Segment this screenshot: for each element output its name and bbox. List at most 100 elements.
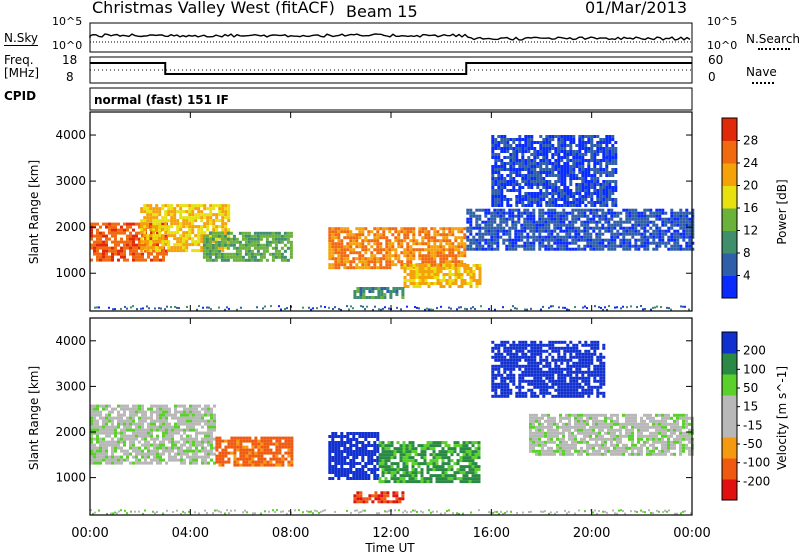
heatmap-cell bbox=[679, 247, 683, 251]
heatmap-cell bbox=[456, 462, 460, 466]
heatmap-cell bbox=[548, 135, 552, 138]
heatmap-cell bbox=[565, 238, 569, 242]
heatmap-cell bbox=[155, 207, 159, 211]
heatmap-cell bbox=[340, 432, 344, 435]
heatmap-cell bbox=[358, 435, 362, 438]
heatmap-cell bbox=[625, 208, 629, 212]
heatmap-cell bbox=[599, 192, 603, 195]
heatmap-cell bbox=[135, 449, 138, 453]
heatmap-cell bbox=[566, 198, 570, 201]
heatmap-cell bbox=[278, 448, 282, 452]
heatmap-cell bbox=[361, 263, 365, 267]
heatmap-cell bbox=[358, 432, 362, 435]
heatmap-cell bbox=[427, 264, 431, 267]
heatmap-cell bbox=[559, 229, 563, 233]
heatmap-cell bbox=[346, 477, 350, 480]
heatmap-cell bbox=[239, 463, 243, 467]
heatmap-cell bbox=[120, 437, 123, 441]
heatmap-cell bbox=[146, 222, 150, 226]
heatmap-cell bbox=[614, 198, 618, 201]
heatmap-cell bbox=[162, 255, 165, 259]
heatmap-cell bbox=[599, 165, 603, 168]
heatmap-cell bbox=[544, 434, 547, 438]
heatmap-cell bbox=[126, 225, 129, 229]
ground-scatter-cell bbox=[176, 306, 178, 309]
heatmap-cell bbox=[265, 258, 269, 262]
heatmap-cell bbox=[523, 247, 527, 251]
heatmap-cell bbox=[500, 147, 504, 150]
heatmap-cell bbox=[182, 231, 186, 235]
ground-scatter-cell bbox=[568, 308, 570, 311]
heatmap-cell bbox=[601, 223, 605, 227]
heatmap-cell bbox=[493, 226, 497, 230]
heatmap-cell bbox=[527, 168, 531, 171]
heatmap-cell bbox=[560, 168, 564, 171]
heatmap-cell bbox=[515, 183, 519, 186]
heatmap-cell bbox=[343, 236, 347, 240]
heatmap-cell bbox=[532, 238, 536, 242]
heatmap-cell bbox=[613, 223, 617, 227]
heatmap-cell bbox=[584, 168, 588, 171]
heatmap-cell bbox=[337, 468, 341, 471]
heatmap-cell bbox=[224, 222, 228, 226]
heatmap-cell bbox=[509, 147, 513, 150]
heatmap-cell bbox=[497, 177, 501, 180]
heatmap-cell bbox=[572, 159, 576, 162]
heatmap-cell bbox=[99, 425, 102, 429]
heatmap-cell bbox=[412, 251, 416, 255]
heatmap-cell bbox=[132, 258, 135, 262]
heatmap-cell bbox=[503, 180, 507, 183]
heatmap-cell bbox=[572, 153, 576, 156]
heatmap-cell bbox=[670, 244, 674, 248]
heatmap-cell bbox=[376, 266, 380, 270]
heatmap-cell bbox=[242, 454, 246, 458]
heatmap-cell bbox=[667, 247, 671, 251]
heatmap-cell bbox=[191, 204, 195, 208]
heatmap-cell bbox=[135, 234, 138, 238]
heatmap-cell bbox=[96, 446, 99, 450]
heatmap-cell bbox=[602, 198, 606, 201]
heatmap-cell bbox=[221, 451, 225, 455]
heatmap-cell bbox=[616, 235, 620, 239]
heatmap-cell bbox=[242, 445, 246, 449]
heatmap-cell bbox=[287, 439, 291, 443]
heatmap-cell bbox=[340, 245, 344, 249]
heatmap-cell bbox=[236, 436, 240, 440]
heatmap-cell bbox=[242, 436, 246, 440]
heatmap-cell bbox=[179, 249, 183, 253]
heatmap-cell bbox=[117, 446, 120, 450]
heatmap-cell bbox=[562, 235, 566, 239]
heatmap-cell bbox=[358, 233, 362, 237]
ground-scatter-cell bbox=[224, 308, 226, 311]
heatmap-cell bbox=[215, 436, 219, 440]
heatmap-cell bbox=[581, 168, 585, 171]
heatmap-cell bbox=[274, 234, 278, 238]
heatmap-cell bbox=[631, 223, 635, 227]
ground-scatter-cell bbox=[598, 306, 600, 309]
heatmap-cell bbox=[180, 452, 183, 456]
heatmap-cell bbox=[377, 296, 381, 299]
heatmap-cell bbox=[284, 457, 288, 461]
heatmap-cell bbox=[574, 232, 578, 236]
heatmap-cell bbox=[215, 454, 219, 458]
heatmap-cell bbox=[423, 444, 427, 448]
heatmap-cell bbox=[475, 238, 479, 242]
heatmap-cell bbox=[114, 246, 117, 250]
heatmap-cell bbox=[412, 233, 416, 237]
heatmap-cell bbox=[403, 279, 407, 282]
heatmap-cell bbox=[393, 471, 397, 475]
heatmap-cell bbox=[171, 425, 174, 429]
heatmap-cell bbox=[608, 183, 612, 186]
heatmap-cell bbox=[239, 451, 243, 455]
heatmap-cell bbox=[547, 208, 551, 212]
heatmap-cell bbox=[105, 258, 108, 262]
ground-scatter-cell bbox=[656, 305, 658, 308]
heatmap-cell bbox=[586, 244, 590, 248]
heatmap-cell bbox=[494, 183, 498, 186]
heatmap-cell bbox=[186, 410, 189, 414]
heatmap-cell bbox=[393, 447, 397, 451]
heatmap-cell bbox=[454, 254, 458, 258]
heatmap-cell bbox=[439, 263, 443, 267]
heatmap-cell bbox=[233, 436, 237, 440]
heatmap-cell bbox=[581, 174, 585, 177]
